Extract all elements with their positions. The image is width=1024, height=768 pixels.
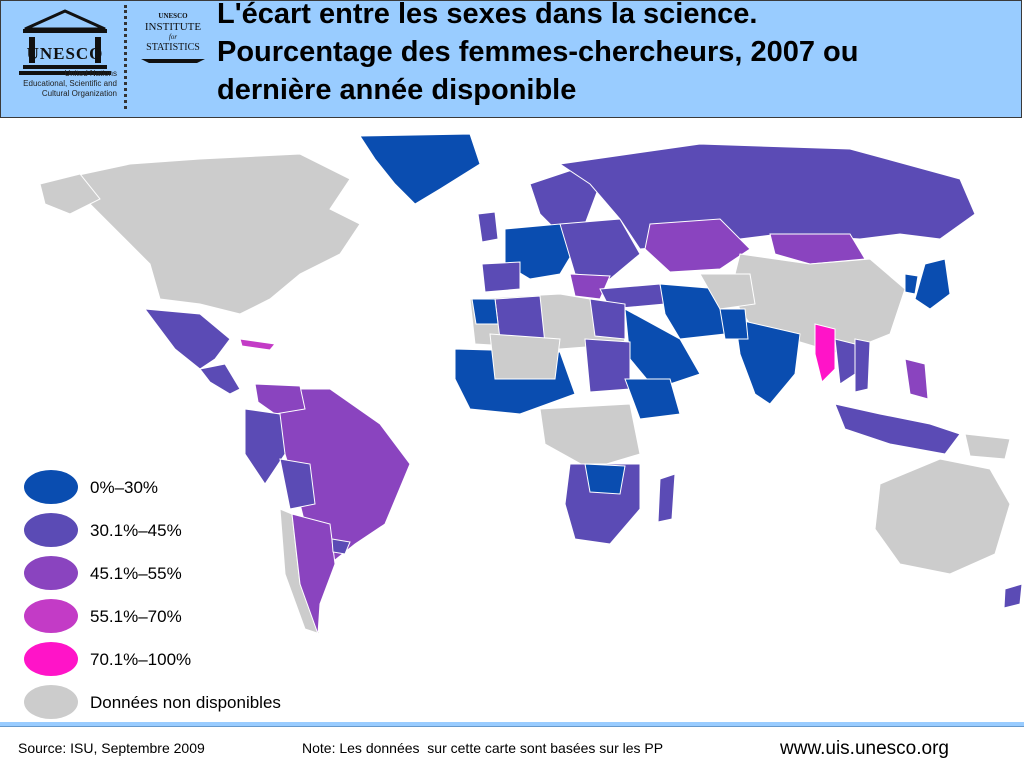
bolivia [279, 458, 316, 510]
uruguay [331, 538, 351, 555]
alaska [39, 173, 101, 215]
kazakhstan [644, 218, 751, 273]
mali-niger [489, 333, 561, 380]
north-america [58, 153, 361, 315]
madagascar [657, 473, 676, 523]
unesco-temple-logo: UNESCO [19, 9, 111, 75]
legend-item: 45.1%–55% [24, 556, 344, 592]
page-title: L'écart entre les sexes dans la science.… [217, 0, 1007, 109]
uis-logo: UNESCO INSTITUTE for STATISTICS [141, 12, 205, 63]
title-line-3: dernière année disponible [217, 74, 577, 106]
cuba [239, 338, 276, 351]
legend-label: 45.1%–55% [90, 564, 182, 583]
mongolia [769, 233, 866, 265]
central-africa [539, 403, 641, 470]
eastern-europe [559, 218, 641, 280]
ethiopia [624, 378, 681, 420]
legend-label: Données non disponibles [90, 693, 281, 712]
legend-item: 0%–30% [24, 470, 344, 506]
iberia [481, 261, 521, 293]
legend-item: 70.1%–100% [24, 642, 344, 678]
unesco-caption: United Nations Educational, Scientific a… [3, 69, 117, 99]
map-legend: 0%–30% 30.1%–45% 45.1%–55% 55.1%–70% 70.… [24, 470, 344, 720]
legend-swatch [24, 513, 78, 547]
caption-line: Cultural Organization [41, 89, 117, 98]
unesco-logo-text: UNESCO [27, 44, 104, 63]
uis-logo-line: UNESCO [158, 12, 188, 20]
myanmar [814, 323, 836, 383]
uis-logo-line: STATISTICS [146, 42, 200, 53]
vietnam [854, 338, 871, 393]
venezuela [254, 383, 306, 415]
legend-label: 0%–30% [90, 478, 159, 497]
mexico [143, 308, 231, 370]
colombia-peru [244, 408, 286, 485]
legend-swatch [24, 556, 78, 590]
zambia-zimbabwe [584, 463, 626, 495]
malaysia-indonesia [834, 403, 961, 455]
india [734, 318, 801, 405]
egypt [589, 298, 626, 340]
legend-label: 30.1%–45% [90, 521, 182, 540]
morocco [471, 298, 499, 325]
legend-item: Données non disponibles [24, 685, 344, 721]
legend-swatch [24, 642, 78, 676]
legend-label: 55.1%–70% [90, 607, 182, 626]
legend-swatch [24, 685, 78, 719]
source-text: Source: ISU, Septembre 2009 [18, 740, 205, 756]
central-america [199, 363, 241, 395]
caption-line: United Nations [64, 69, 117, 78]
korea [904, 273, 919, 295]
papua [964, 433, 1011, 460]
balkans [569, 273, 611, 300]
world-map [39, 133, 1023, 635]
title-line-1: L'écart entre les sexes dans la science. [217, 0, 758, 30]
uis-logo-base [141, 59, 205, 63]
greenland [359, 133, 481, 205]
central-asia-south [699, 273, 756, 310]
pakistan [719, 308, 749, 340]
sudan [584, 338, 631, 393]
legend-label: 70.1%–100% [90, 650, 192, 669]
legend-item: 55.1%–70% [24, 599, 344, 635]
uis-logo-line: INSTITUTE [145, 21, 201, 33]
philippines [904, 358, 929, 400]
note-text: Note: Les données sur cette carte sont b… [302, 740, 664, 756]
website-link[interactable]: www.uis.unesco.org [780, 738, 949, 759]
footer-divider [0, 722, 1024, 726]
uk [477, 211, 499, 243]
argentina [291, 513, 336, 635]
legend-swatch [24, 599, 78, 633]
japan [914, 258, 951, 310]
legend-item: 30.1%–45% [24, 513, 344, 549]
header-banner: UNESCO United Nations Educational, Scien… [0, 0, 1022, 118]
australia [874, 458, 1011, 575]
legend-swatch [24, 470, 78, 504]
uis-logo-line: for [169, 33, 177, 41]
footer-divider-shadow [0, 726, 1024, 727]
title-line-2: Pourcentage des femmes-chercheurs, 2007 … [217, 36, 859, 68]
caption-line: Educational, Scientific and [23, 79, 117, 88]
thailand [834, 338, 856, 385]
new-zealand [1003, 583, 1023, 609]
logo-divider [124, 5, 127, 109]
